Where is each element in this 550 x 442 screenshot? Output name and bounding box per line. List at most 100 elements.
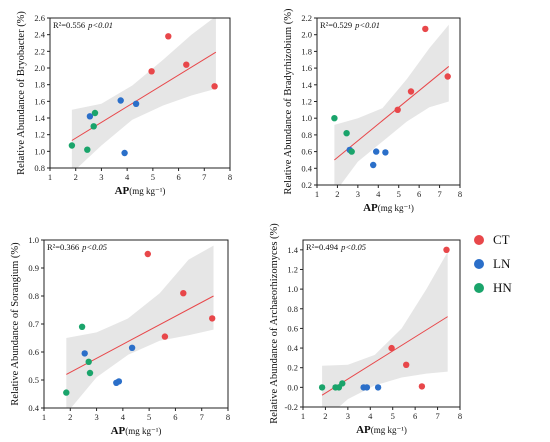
data-point-ct — [211, 83, 218, 90]
panel-1: 1 2 3 4 5 6 7 8 0.8 1.0 1.2 1.4 1.6 1.8 2.0 2.2 2.4 2.6 R²… — [16, 11, 232, 197]
data-point-ct — [443, 246, 450, 253]
x-tick-label: 2 — [74, 172, 78, 182]
x-tick-label: 3 — [94, 412, 98, 422]
x-tick-label: 6 — [176, 172, 180, 182]
stats-annotation: R²=0.366 p<0.05 — [47, 242, 107, 252]
x-axis-label-unit: (mg kg⁻¹) — [371, 425, 407, 435]
data-point-ct — [394, 106, 401, 114]
series-ct — [388, 246, 450, 390]
x-tick-label: 2 — [323, 411, 327, 421]
y-tick-label: 0.8 — [28, 291, 39, 301]
data-point-ln — [81, 350, 88, 357]
legend-marker-hn — [474, 283, 484, 293]
x-tick-label: 3 — [356, 189, 360, 199]
legend-marker-ln — [474, 259, 484, 269]
y-tick-label: 1.0 — [28, 235, 39, 245]
data-point-hn — [91, 109, 99, 117]
legend: CT LN HN — [474, 228, 546, 300]
data-point-ln — [370, 161, 377, 169]
legend-item-ln: LN — [474, 252, 546, 276]
data-point-hn — [331, 115, 338, 122]
y-tick-label: 1.4 — [287, 245, 298, 255]
y-tick-label: 0.7 — [28, 319, 39, 329]
y-axis-label: Relative Abundance of Sorangium (%) — [10, 242, 21, 406]
y-tick-label: 1.8 — [301, 46, 312, 56]
y-tick-label: 1.6 — [34, 96, 45, 106]
x-axis-label: AP(mg kg⁻¹) — [115, 185, 166, 197]
y-tick-label: 0.6 — [301, 147, 312, 157]
data-point-ct — [388, 344, 395, 352]
series-hn — [318, 380, 346, 391]
y-tick-label: 0.9 — [28, 263, 39, 273]
data-point-ct — [161, 333, 169, 340]
data-point-ct — [407, 88, 415, 95]
x-tick-label: 1 — [42, 412, 46, 422]
x-tick-label: 5 — [151, 172, 155, 182]
data-point-hn — [348, 148, 355, 155]
y-tick-label: 1.0 — [301, 113, 312, 123]
x-axis-label-unit: (mg kg⁻¹) — [129, 186, 165, 196]
y-tick-label: 0.2 — [301, 180, 312, 190]
data-point-hn — [84, 146, 91, 153]
y-tick-label: 0.8 — [34, 163, 45, 173]
y-tick-label: 1.0 — [287, 284, 298, 294]
stats-annotation: R²=0.529 p<0.01 — [320, 20, 380, 30]
series-ct — [144, 250, 216, 340]
data-point-ln — [128, 344, 136, 351]
x-tick-label: 7 — [437, 189, 441, 199]
x-tick-label: 1 — [315, 189, 319, 199]
legend-marker-ct — [474, 235, 484, 245]
y-tick-label: 1.6 — [301, 63, 312, 73]
y-tick-label: 0.8 — [301, 130, 312, 140]
y-tick-label: 1.2 — [287, 264, 298, 274]
data-point-ct — [148, 68, 155, 75]
data-point-ln — [373, 148, 380, 155]
series-ct — [394, 25, 451, 114]
y-axis-label: Relative Abundance of Bryobacter (%) — [16, 11, 27, 175]
data-point-hn — [318, 384, 326, 391]
data-point-hn — [63, 389, 70, 396]
y-tick-label: 1.4 — [301, 80, 312, 90]
y-tick-label: 0.4 — [287, 343, 298, 353]
y-tick-label: 0.4 — [28, 403, 39, 413]
data-point-ln — [132, 100, 140, 108]
confidence-band — [322, 251, 448, 407]
x-axis-label-main: AP — [356, 424, 371, 436]
legend-label-ct: CT — [493, 232, 510, 247]
x-tick-label: 7 — [435, 411, 439, 421]
axes-frame — [302, 239, 461, 408]
data-point-hn — [339, 380, 346, 387]
stat-p: p<0.05 — [340, 242, 366, 252]
x-axis-label-main: AP — [363, 202, 378, 214]
data-point-ct — [144, 250, 151, 258]
panel-2: 1 2 3 4 5 6 7 8 0.2 0.4 0.6 0.8 1.0 1.2 1.4 1.6 1.8 2.0 2.… — [283, 8, 462, 214]
y-tick-label: 2.0 — [301, 30, 312, 40]
x-tick-label: 3 — [346, 411, 350, 421]
series-ln — [81, 344, 136, 386]
series-hn — [63, 323, 94, 396]
series-hn — [68, 109, 99, 153]
panel-3: 1 2 3 4 5 6 7 8 0.4 0.5 0.6 0.7 0.8 0.9 1.0 R²=0.366 p<0… — [10, 235, 230, 437]
stat-r2: R²=0.494 — [306, 242, 339, 252]
y-tick-label: 1.2 — [301, 97, 312, 107]
x-tick-label: 4 — [121, 412, 126, 422]
y-tick-label: -0.2 — [285, 402, 298, 412]
stat-p: p<0.01 — [87, 20, 113, 30]
y-axis-label: Relative Abundance of Bradyrhizobium (%) — [283, 8, 294, 195]
x-tick-label: 8 — [226, 412, 230, 422]
y-tick-label: 1.0 — [34, 146, 45, 156]
data-point-ln — [382, 149, 389, 156]
y-tick-label: 2.0 — [34, 63, 45, 73]
y-tick-label: 0.6 — [287, 323, 298, 333]
axes-frame — [49, 17, 231, 169]
x-tick-label: 6 — [417, 189, 421, 199]
stats-annotation: R²=0.556 p<0.01 — [53, 20, 113, 30]
confidence-band — [66, 245, 214, 408]
data-point-ln — [363, 384, 371, 391]
series-ln — [86, 97, 140, 157]
data-point-ln — [121, 149, 128, 157]
data-point-ct — [418, 383, 426, 390]
y-tick-label: 0.6 — [28, 347, 39, 357]
x-tick-label: 2 — [68, 412, 72, 422]
